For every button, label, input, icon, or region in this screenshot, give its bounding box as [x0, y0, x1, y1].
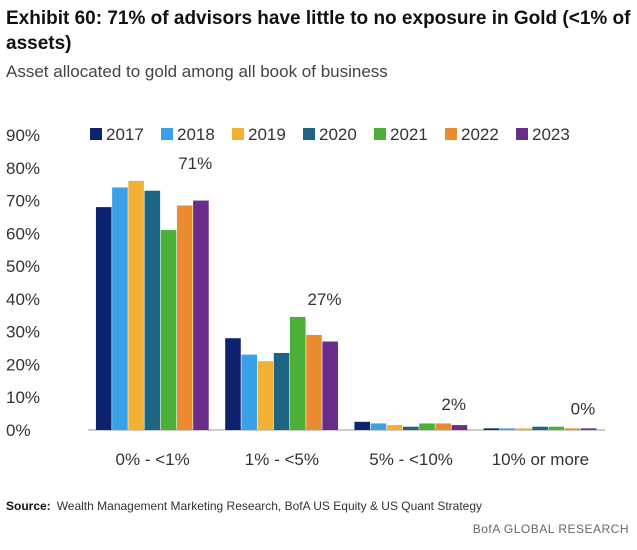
- legend-label-2020: 2020: [319, 125, 357, 144]
- bar-2020: [532, 426, 548, 430]
- legend-swatch-2023: [516, 128, 528, 140]
- bar-2017: [95, 207, 112, 430]
- y-tick-label: 70%: [6, 192, 40, 211]
- source-label: Source:: [6, 499, 51, 513]
- bar-2021: [548, 426, 565, 430]
- bar-2023: [193, 200, 209, 430]
- bar-2018: [112, 187, 128, 430]
- chart-title: Exhibit 60: 71% of advisors have little …: [6, 8, 631, 54]
- legend-label-2023: 2023: [532, 125, 570, 144]
- legend-swatch-2018: [161, 128, 173, 140]
- bar-chart: 0% 10% 20% 30% 40% 50% 60% 70% 80% 90% 0% - <1% 1% …: [6, 125, 605, 469]
- x-tick-label: 1% - <5%: [245, 450, 319, 469]
- bar-2021: [160, 230, 177, 430]
- legend-swatch-2017: [90, 128, 102, 140]
- source-note: Source: Wealth Management Marketing Resea…: [6, 499, 482, 513]
- bar-2020: [144, 190, 161, 430]
- y-tick-label: 60%: [6, 224, 40, 243]
- bar-2020: [403, 426, 419, 430]
- bar-2019: [257, 361, 274, 430]
- y-tick-label: 90%: [6, 126, 40, 145]
- y-tick-label: 20%: [6, 355, 40, 374]
- bar-2018: [241, 354, 257, 430]
- bar-2018: [499, 428, 516, 430]
- y-tick-label: 40%: [6, 290, 40, 309]
- data-label-annotation: 0%: [571, 400, 596, 419]
- bar-2019: [516, 428, 532, 430]
- bar-2017: [483, 428, 500, 430]
- y-tick-label: 50%: [6, 257, 40, 276]
- chart-subtitle: Asset allocated to gold among all book o…: [6, 62, 388, 81]
- bar-2020: [273, 352, 290, 430]
- bar-2017: [225, 338, 241, 430]
- y-tick-label: 0%: [6, 421, 31, 440]
- legend-swatch-2019: [232, 128, 244, 140]
- x-tick-label: 5% - <10%: [369, 450, 453, 469]
- bar-2022: [176, 205, 193, 430]
- bar-2018: [370, 423, 387, 430]
- bar-2023: [580, 428, 597, 430]
- y-tick-label: 10%: [6, 388, 40, 407]
- y-tick-label: 80%: [6, 159, 40, 178]
- legend-label-2022: 2022: [461, 125, 499, 144]
- legend-swatch-2020: [303, 128, 315, 140]
- legend-label-2017: 2017: [106, 125, 144, 144]
- data-label-annotation: 71%: [178, 154, 212, 173]
- bar-2022: [435, 423, 452, 430]
- bar-2022: [306, 334, 322, 430]
- x-tick-label: 10% or more: [492, 450, 589, 469]
- source-text: Wealth Management Marketing Research, Bo…: [56, 499, 483, 513]
- bar-2019: [386, 425, 403, 430]
- bar-2021: [289, 316, 306, 430]
- legend-label-2019: 2019: [248, 125, 286, 144]
- legend-swatch-2021: [374, 128, 386, 140]
- bar-2023: [451, 425, 468, 430]
- x-tick-label: 0% - <1%: [116, 450, 190, 469]
- bar-2021: [419, 423, 435, 430]
- bar-2023: [322, 341, 338, 430]
- bar-2019: [128, 180, 144, 430]
- legend-swatch-2022: [445, 128, 457, 140]
- data-label-annotation: 27%: [307, 290, 341, 309]
- brand-logo-text: BofA GLOBAL RESEARCH: [472, 522, 629, 536]
- y-tick-label: 30%: [6, 323, 40, 342]
- bar-2017: [354, 421, 371, 430]
- data-label-annotation: 2%: [441, 395, 466, 414]
- legend-label-2021: 2021: [390, 125, 428, 144]
- bar-2022: [564, 428, 581, 430]
- legend-label-2018: 2018: [177, 125, 215, 144]
